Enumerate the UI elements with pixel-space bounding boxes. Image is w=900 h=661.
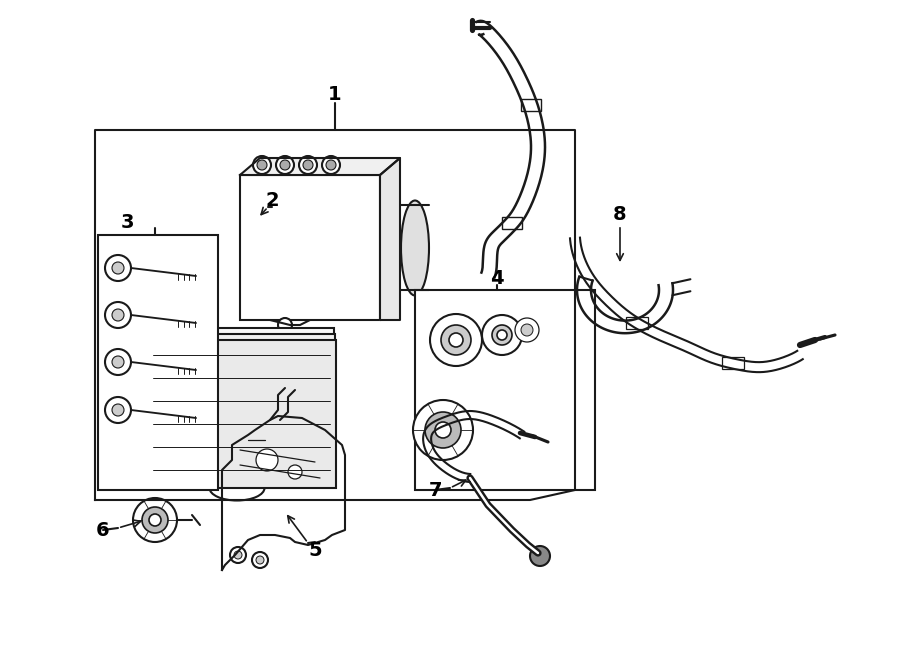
Circle shape [276, 156, 294, 174]
Text: 2: 2 [266, 190, 279, 210]
Circle shape [278, 318, 292, 332]
Bar [98, 235, 218, 490]
Circle shape [112, 356, 124, 368]
Bar [501, 217, 522, 229]
Text: 1: 1 [328, 85, 342, 104]
Bar [415, 290, 595, 490]
Text: 7: 7 [428, 481, 442, 500]
Circle shape [105, 349, 131, 375]
Circle shape [256, 449, 278, 471]
Bar [148, 340, 336, 488]
Circle shape [252, 552, 268, 568]
Circle shape [105, 397, 131, 423]
Bar [520, 99, 541, 112]
Bar [149, 334, 335, 482]
Circle shape [105, 255, 131, 281]
Circle shape [288, 465, 302, 479]
Circle shape [441, 325, 471, 355]
Circle shape [497, 330, 507, 340]
Circle shape [482, 315, 522, 355]
Circle shape [142, 507, 168, 533]
Circle shape [449, 333, 463, 347]
Bar [626, 317, 648, 329]
Circle shape [256, 556, 264, 564]
Circle shape [435, 422, 451, 438]
Polygon shape [240, 158, 400, 175]
Ellipse shape [401, 200, 429, 295]
Circle shape [322, 156, 340, 174]
Bar [722, 358, 743, 369]
Circle shape [303, 160, 313, 170]
Text: 8: 8 [613, 206, 626, 225]
Circle shape [425, 412, 461, 448]
Circle shape [133, 498, 177, 542]
Circle shape [280, 160, 290, 170]
Circle shape [430, 314, 482, 366]
Circle shape [413, 400, 473, 460]
Bar [151, 328, 334, 476]
Text: 5: 5 [308, 541, 322, 559]
Circle shape [149, 514, 161, 526]
Circle shape [105, 302, 131, 328]
Bar [240, 175, 380, 320]
Text: 6: 6 [96, 520, 110, 539]
Circle shape [299, 156, 317, 174]
Circle shape [112, 262, 124, 274]
Circle shape [326, 160, 336, 170]
Circle shape [257, 160, 267, 170]
Text: 3: 3 [121, 212, 134, 231]
Circle shape [521, 324, 533, 336]
Circle shape [253, 156, 271, 174]
Circle shape [112, 309, 124, 321]
Text: 4: 4 [491, 268, 504, 288]
Circle shape [112, 404, 124, 416]
Circle shape [530, 546, 550, 566]
Circle shape [515, 318, 539, 342]
Circle shape [234, 551, 242, 559]
Polygon shape [380, 158, 400, 320]
Circle shape [492, 325, 512, 345]
Circle shape [230, 547, 246, 563]
